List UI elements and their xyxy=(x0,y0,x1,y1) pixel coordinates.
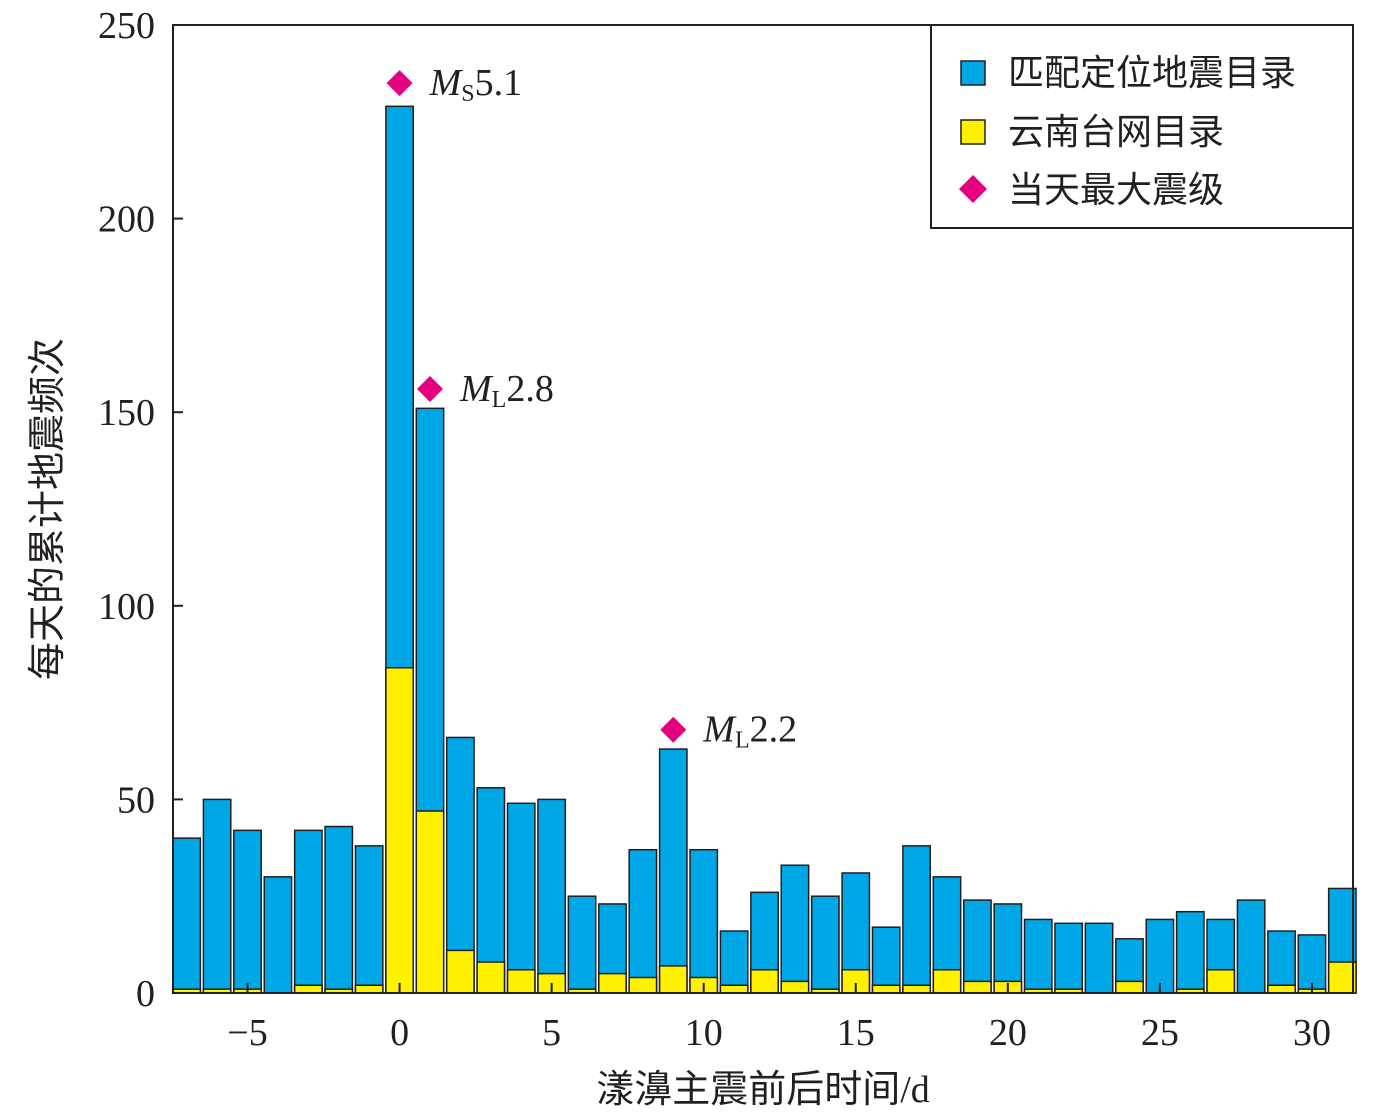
magnitude-markers: MS5.1 ML2.8 ML2.2 xyxy=(386,62,797,754)
magnitude-label-1: ML2.8 xyxy=(459,368,554,413)
bar-yunnan-0 xyxy=(385,667,415,994)
bar-yunnan-9 xyxy=(658,965,688,994)
legend-box xyxy=(930,24,1354,229)
x-tick-label-10: 10 xyxy=(685,1012,723,1054)
bar-matched-8 xyxy=(628,848,658,994)
legend-swatch-yunnan xyxy=(960,119,986,145)
bar-matched-19 xyxy=(962,899,992,994)
bar-yunnan--1 xyxy=(354,984,384,994)
bar-matched-10 xyxy=(689,848,719,994)
bar-yunnan-11 xyxy=(719,984,749,994)
magnitude-label-2: ML2.2 xyxy=(702,709,797,754)
bar-yunnan-29 xyxy=(1267,984,1296,994)
legend-label-max-magnitude: 当天最大震级 xyxy=(1008,170,1224,210)
x-tick-label-15: 15 xyxy=(837,1012,875,1054)
bar-yunnan-4 xyxy=(506,969,536,994)
bar-matched-13 xyxy=(780,864,810,994)
bar-yunnan-8 xyxy=(628,976,658,994)
bar-matched--4 xyxy=(263,876,293,994)
axis-ticks: 0 50 100 150 200 250 −5 0 5 10 15 20 25 30 xyxy=(98,5,1331,1054)
y-tick-label-100: 100 xyxy=(98,586,155,628)
y-tick-label-0: 0 xyxy=(136,973,155,1015)
bar-yunnan-24 xyxy=(1115,980,1144,994)
bar-matched--6 xyxy=(202,798,232,994)
magnitude-marker-1 xyxy=(416,375,443,402)
bar-matched-11 xyxy=(719,930,749,994)
bar-matched--1 xyxy=(354,845,384,994)
x-tick-label-5: 5 xyxy=(542,1012,561,1054)
bar-matched-22 xyxy=(1054,922,1084,994)
bar-matched-26 xyxy=(1175,910,1205,994)
bar-yunnan-31 xyxy=(1327,961,1357,994)
x-axis-label: 漾濞主震前后时间/d xyxy=(596,1069,930,1111)
x-tick-label-30: 30 xyxy=(1293,1012,1331,1054)
bar-yunnan-13 xyxy=(780,980,810,994)
x-tick-label-0: 0 xyxy=(390,1012,409,1054)
bar-matched-17 xyxy=(902,845,932,994)
legend-label-matched: 匹配定位地震目录 xyxy=(1008,53,1296,93)
bar-yunnan-18 xyxy=(932,969,962,994)
bar-yunnan-17 xyxy=(902,984,932,994)
bar-matched-5 xyxy=(537,798,567,994)
bar-matched-6 xyxy=(567,895,597,994)
bar-matched-23 xyxy=(1084,922,1114,994)
bar-yunnan-3 xyxy=(476,961,506,994)
bar-matched-14 xyxy=(810,895,840,994)
bar-matched--3 xyxy=(293,829,323,994)
bars xyxy=(172,105,1357,994)
bar-yunnan--3 xyxy=(293,984,323,994)
x-tick-label-20: 20 xyxy=(989,1012,1027,1054)
legend-diamond-icon xyxy=(959,175,987,203)
legend-swatch-matched xyxy=(960,60,986,86)
bar-yunnan-19 xyxy=(962,980,992,994)
bar-matched--7 xyxy=(172,837,202,994)
y-tick-label-200: 200 xyxy=(98,199,155,241)
x-tick-label-25: 25 xyxy=(1141,1012,1179,1054)
y-tick-label-50: 50 xyxy=(117,779,155,821)
bar-matched--2 xyxy=(324,825,354,994)
bar-matched-29 xyxy=(1267,930,1296,994)
y-tick-label-250: 250 xyxy=(98,5,155,47)
bar-matched-25 xyxy=(1145,918,1175,994)
magnitude-label-0: MS5.1 xyxy=(429,62,523,107)
magnitude-marker-2 xyxy=(660,716,687,743)
bar-matched-4 xyxy=(506,802,536,994)
bar-yunnan-12 xyxy=(750,969,779,994)
bar-matched-28 xyxy=(1236,899,1266,994)
bar-yunnan-27 xyxy=(1206,969,1236,994)
x-tick-label--5: −5 xyxy=(227,1012,267,1054)
bar-matched-3 xyxy=(476,787,506,994)
legend: 匹配定位地震目录 云南台网目录 当天最大震级 xyxy=(930,24,1354,229)
bar-yunnan-7 xyxy=(598,972,627,994)
bar-yunnan-2 xyxy=(445,949,475,994)
bar-matched-21 xyxy=(1023,918,1053,994)
bar-matched-16 xyxy=(871,926,901,994)
bar-yunnan-16 xyxy=(871,984,901,994)
plot-frame xyxy=(172,24,1354,994)
legend-label-yunnan: 云南台网目录 xyxy=(1008,112,1224,152)
bar-yunnan-1 xyxy=(415,810,445,994)
y-axis-label: 每天的累计地震频次 xyxy=(27,338,69,680)
bar-matched--5 xyxy=(233,829,262,994)
magnitude-marker-0 xyxy=(386,70,413,97)
y-tick-label-150: 150 xyxy=(98,392,155,434)
bar-matched-9 xyxy=(658,748,688,994)
bar-matched-20 xyxy=(993,903,1023,994)
